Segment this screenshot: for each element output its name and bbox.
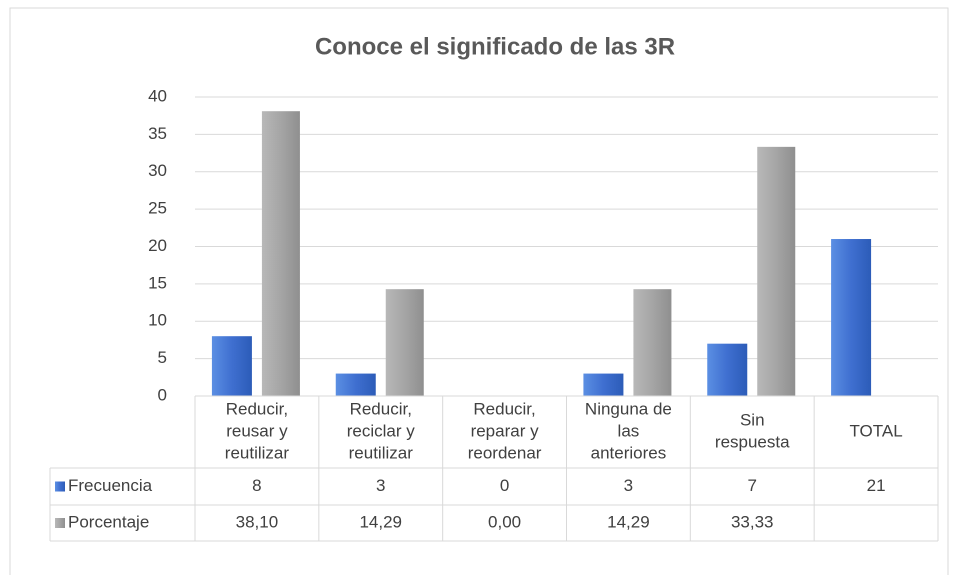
bar [633, 289, 672, 396]
bar [261, 111, 300, 396]
bar [707, 343, 748, 396]
y-tick-label: 25 [148, 199, 167, 218]
x-tick-label: Sin [740, 410, 765, 429]
x-tick-label: Ninguna de [585, 399, 672, 418]
legend-label: Porcentaje [68, 512, 149, 531]
bar [385, 289, 424, 396]
y-tick-label: 15 [148, 273, 167, 292]
table-value: 14,29 [607, 512, 650, 531]
table-value: 14,29 [359, 512, 402, 531]
x-tick-label: Reducir, [350, 399, 412, 418]
table-value: 0,00 [488, 512, 521, 531]
bar [335, 373, 376, 396]
y-tick-label: 20 [148, 236, 167, 255]
table-value: 33,33 [731, 512, 774, 531]
table-value: 3 [624, 476, 633, 495]
y-tick-label: 35 [148, 124, 167, 143]
legend-swatch [55, 481, 65, 492]
table-value: 7 [748, 476, 757, 495]
x-tick-label: las [618, 421, 640, 440]
table-value: 0 [500, 476, 509, 495]
x-tick-label: reusar y [226, 421, 288, 440]
bar [583, 373, 624, 396]
x-tick-label: reciclar y [347, 421, 416, 440]
x-tick-label: respuesta [715, 432, 790, 451]
legend-label: Frecuencia [68, 476, 153, 495]
x-tick-label: Reducir, [226, 399, 288, 418]
x-tick-label: reutilizar [349, 443, 414, 462]
x-tick-label: reutilizar [225, 443, 290, 462]
y-tick-label: 0 [158, 385, 167, 404]
bar [211, 336, 252, 396]
table-value: 38,10 [236, 512, 279, 531]
y-tick-label: 40 [148, 86, 167, 105]
legend-swatch [55, 518, 65, 528]
x-tick-label: reparar y [471, 421, 540, 440]
x-tick-label: TOTAL [849, 421, 902, 440]
chart-title: Conoce el significado de las 3R [315, 33, 675, 60]
table-value: 8 [252, 476, 261, 495]
table-value: 3 [376, 476, 385, 495]
y-tick-label: 30 [148, 161, 167, 180]
bar [757, 146, 796, 396]
y-tick-label: 5 [158, 348, 167, 367]
x-tick-label: Reducir, [473, 399, 535, 418]
x-tick-label: reordenar [468, 443, 542, 462]
x-tick-label: anteriores [591, 443, 667, 462]
y-tick-label: 10 [148, 311, 167, 330]
table-value: 21 [867, 476, 886, 495]
bar [831, 239, 872, 396]
